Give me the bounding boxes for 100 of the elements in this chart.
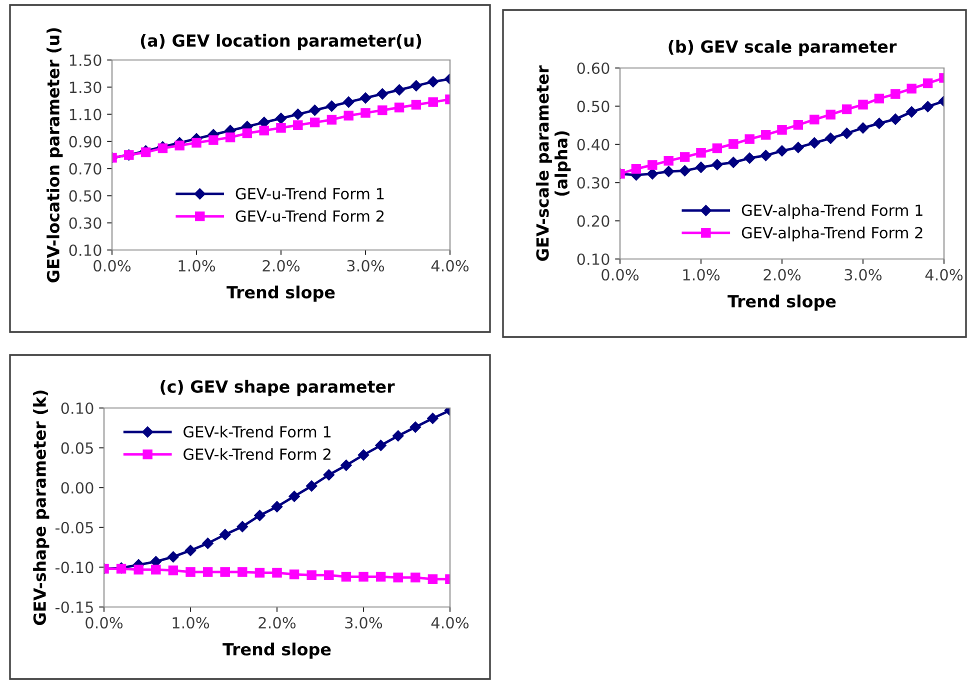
- x-tick-label: 3.0%: [844, 268, 882, 281]
- point: [760, 150, 772, 162]
- point: [696, 148, 706, 158]
- point: [174, 140, 184, 150]
- y-tick-label: 1.50: [70, 54, 102, 66]
- point: [712, 159, 723, 170]
- point: [695, 162, 707, 173]
- point: [428, 97, 438, 107]
- y-axis-title: GEV-shape parameter (k): [33, 390, 50, 625]
- y-tick-label: 0.30: [69, 217, 102, 229]
- point: [662, 166, 674, 178]
- point: [184, 544, 196, 556]
- y-tick-label: 0.30: [577, 177, 610, 189]
- chart-title: (a) GEV location parameter(u): [140, 34, 422, 50]
- y-tick-label: 0.50: [577, 100, 610, 112]
- legend-label: GEV-u-Trend Form 1: [236, 188, 384, 200]
- point: [168, 566, 178, 576]
- point: [326, 114, 337, 125]
- point: [254, 568, 265, 578]
- point: [306, 480, 318, 492]
- point: [744, 134, 754, 144]
- point: [276, 122, 286, 133]
- point: [375, 440, 386, 452]
- point: [376, 572, 386, 582]
- x-tick-label: 1.0%: [683, 268, 720, 281]
- y-axis-title: GEV-location parameter (u): [46, 28, 63, 282]
- point: [777, 125, 787, 135]
- point: [427, 412, 438, 424]
- x-tick-label: 0.0%: [94, 260, 131, 272]
- point: [890, 89, 900, 99]
- y-tick-label: 0.70: [69, 163, 102, 175]
- point: [342, 96, 354, 108]
- point: [906, 106, 918, 118]
- point: [394, 84, 405, 96]
- x-tick-label: 2.0%: [258, 616, 296, 629]
- point: [394, 102, 404, 112]
- point: [220, 567, 230, 577]
- x-tick-label: 1.0%: [172, 616, 210, 629]
- x-tick-label: 3.0%: [345, 616, 382, 629]
- point: [410, 422, 422, 433]
- point: [410, 572, 420, 582]
- point: [225, 132, 236, 142]
- point: [134, 564, 144, 574]
- point: [219, 528, 231, 540]
- y-tick-label: -0.10: [55, 562, 94, 574]
- point: [360, 108, 370, 118]
- point: [393, 572, 403, 582]
- point: [271, 501, 283, 512]
- point: [808, 137, 820, 148]
- point: [392, 430, 404, 442]
- point: [427, 76, 439, 88]
- point: [679, 165, 690, 176]
- point: [323, 469, 335, 480]
- point: [341, 572, 352, 582]
- point: [186, 567, 196, 577]
- y-tick-label: 0.10: [577, 253, 610, 266]
- point: [680, 152, 690, 162]
- point: [631, 164, 642, 174]
- point: [168, 551, 179, 562]
- y-tick-label: 0.60: [577, 62, 610, 74]
- y-tick-label: -0.05: [55, 522, 93, 534]
- point: [293, 120, 303, 130]
- point: [646, 168, 658, 180]
- y-tick-label: -0.15: [55, 601, 93, 614]
- point: [810, 114, 820, 124]
- legend-label: GEV-k-Trend Form 2: [184, 448, 330, 460]
- point: [202, 538, 214, 549]
- chart-title: (c) GEV shape parameter: [160, 380, 395, 396]
- point: [358, 572, 368, 582]
- x-tick-label: 4.0%: [431, 616, 469, 629]
- point: [309, 104, 320, 116]
- point: [340, 460, 352, 471]
- point: [410, 80, 422, 92]
- point: [664, 156, 674, 166]
- point: [874, 118, 885, 129]
- y-tick-label: 1.30: [70, 82, 102, 94]
- x-tick-label: 0.0%: [86, 616, 123, 629]
- point: [922, 100, 934, 112]
- point: [824, 132, 836, 144]
- x-axis-title: Trend slope: [226, 286, 335, 302]
- point: [158, 143, 168, 154]
- y-tick-label: 1.10: [70, 108, 102, 120]
- point: [793, 120, 804, 130]
- point: [922, 78, 933, 88]
- x-tick-label: 2.0%: [262, 260, 300, 272]
- y-tick-label: 0.50: [69, 190, 102, 202]
- point: [728, 139, 738, 149]
- point: [826, 110, 836, 120]
- point: [411, 100, 422, 110]
- point: [254, 510, 266, 522]
- point: [238, 567, 248, 577]
- point: [310, 118, 320, 128]
- point: [857, 122, 869, 134]
- y-tick-label: 0.00: [61, 482, 94, 494]
- point: [275, 112, 287, 124]
- point: [890, 114, 902, 125]
- point: [259, 126, 269, 136]
- y-tick-label: 0.20: [577, 215, 610, 227]
- point: [360, 92, 372, 104]
- y-tick-label: 0.10: [61, 402, 94, 414]
